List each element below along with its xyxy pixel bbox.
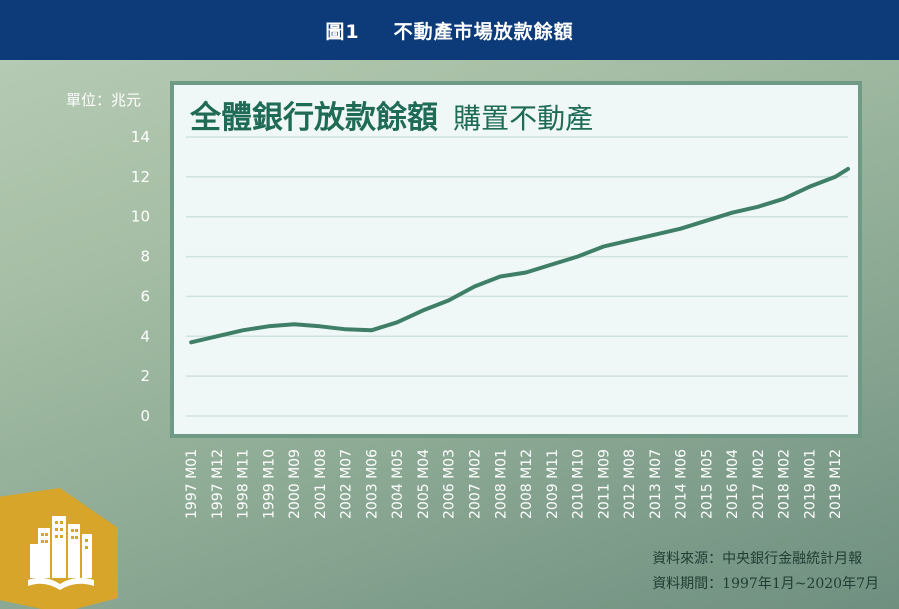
x-tick-label: 2004 M05 xyxy=(390,449,406,519)
chart-title: 全體銀行放款餘額 購置不動產 xyxy=(190,92,593,137)
x-tick-label: 1998 M11 xyxy=(236,449,252,519)
y-tick-label: 14 xyxy=(131,128,150,146)
x-tick-label: 2008 M01 xyxy=(493,449,509,519)
x-tick-label: 1999 M10 xyxy=(261,449,277,519)
x-tick-label: 1997 M12 xyxy=(210,449,226,519)
x-tick-label: 2014 M06 xyxy=(674,449,690,519)
x-tick-label: 2019 M12 xyxy=(828,449,844,519)
source-note: 資料來源：中央銀行金融統計月報 資料期間：1997年1月~2020年7月 xyxy=(652,547,879,597)
x-tick-label: 2008 M12 xyxy=(519,449,535,519)
x-tick-label: 2009 M11 xyxy=(545,449,561,519)
header-title: 不動產市場放款餘額 xyxy=(393,20,574,43)
x-tick-label: 2006 M03 xyxy=(442,449,458,519)
city-buildings-hexagon-icon xyxy=(0,488,118,609)
x-tick-label: 2005 M04 xyxy=(416,449,432,519)
y-tick-label: 6 xyxy=(140,287,150,305)
grid-lines xyxy=(186,136,848,417)
x-tick-label: 2003 M06 xyxy=(364,449,380,519)
x-tick-label: 2015 M05 xyxy=(699,449,715,519)
y-tick-label: 0 xyxy=(140,407,150,425)
source-line: 資料來源：中央銀行金融統計月報 xyxy=(652,551,863,567)
x-tick-label: 2001 M08 xyxy=(313,449,329,519)
x-tick-label: 2011 M09 xyxy=(596,449,612,519)
x-tick-label: 1997 M01 xyxy=(184,449,200,519)
chart-title-main: 全體銀行放款餘額 xyxy=(190,100,438,136)
chart-title-sub: 購置不動產 xyxy=(453,102,594,135)
chart-panel xyxy=(170,81,862,438)
y-tick-label: 10 xyxy=(131,208,150,226)
x-tick-label: 2012 M08 xyxy=(622,449,638,519)
x-axis-ticks: 1997 M01 1997 M12 1998 M11 1999 M10 2000 M09… xyxy=(184,449,844,519)
series-line xyxy=(189,166,850,345)
series-group xyxy=(189,166,850,345)
y-tick-label: 4 xyxy=(140,327,150,345)
x-tick-label: 2019 M01 xyxy=(802,449,818,519)
x-tick-label: 2007 M02 xyxy=(467,449,483,519)
x-tick-label: 2013 M07 xyxy=(648,449,664,519)
x-tick-label: 2017 M02 xyxy=(751,449,767,519)
y-tick-label: 2 xyxy=(140,367,150,385)
period-line: 資料期間：1997年1月~2020年7月 xyxy=(652,576,879,592)
x-tick-label: 2010 M10 xyxy=(571,449,587,519)
unit-label: 單位：兆元 xyxy=(66,91,142,109)
x-tick-label: 2018 M02 xyxy=(777,449,793,519)
y-tick-label: 8 xyxy=(140,248,150,266)
y-tick-label: 12 xyxy=(131,168,150,186)
figure-label: 圖1 xyxy=(325,20,360,43)
x-tick-label: 2000 M09 xyxy=(287,449,303,519)
header-bar: 圖1 不動產市場放款餘額 xyxy=(0,0,899,60)
y-axis-ticks: 0 2 4 6 8 10 12 14 xyxy=(131,128,150,425)
x-tick-label: 2002 M07 xyxy=(339,449,355,519)
x-tick-label: 2016 M04 xyxy=(725,449,741,519)
